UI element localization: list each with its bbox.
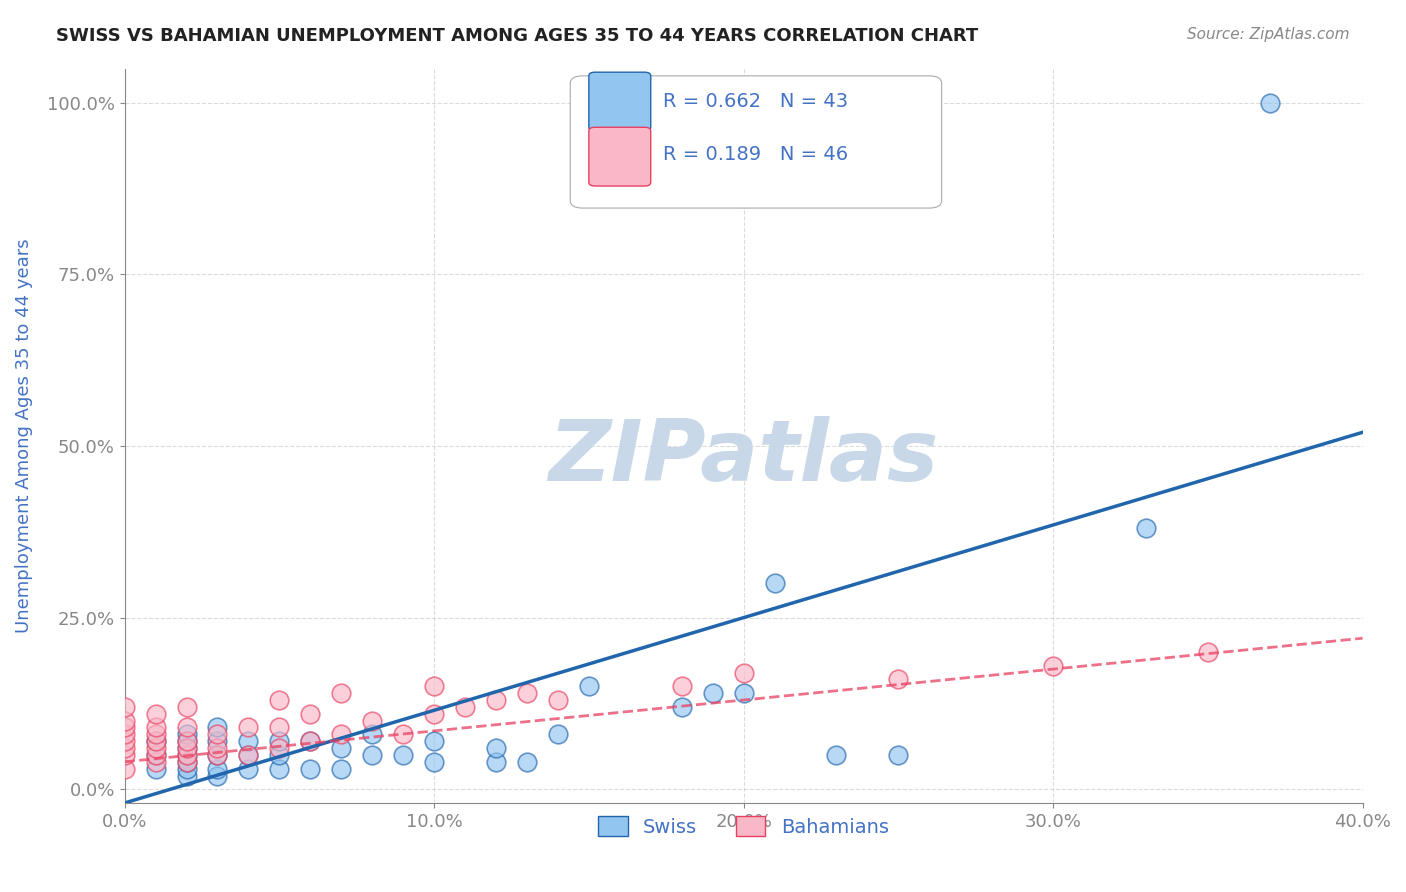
Point xyxy=(763,576,786,591)
Point xyxy=(454,699,477,714)
Point xyxy=(1258,95,1281,110)
Point xyxy=(176,727,198,741)
Point xyxy=(145,727,167,741)
Point xyxy=(145,747,167,762)
Point xyxy=(392,727,415,741)
Point xyxy=(423,755,446,769)
Point xyxy=(547,693,569,707)
Point xyxy=(207,734,229,748)
Point xyxy=(114,727,136,741)
Point xyxy=(485,755,508,769)
Text: SWISS VS BAHAMIAN UNEMPLOYMENT AMONG AGES 35 TO 44 YEARS CORRELATION CHART: SWISS VS BAHAMIAN UNEMPLOYMENT AMONG AGE… xyxy=(56,27,979,45)
Point xyxy=(330,762,353,776)
Point xyxy=(361,727,384,741)
Y-axis label: Unemployment Among Ages 35 to 44 years: Unemployment Among Ages 35 to 44 years xyxy=(15,238,32,633)
Point xyxy=(269,734,291,748)
Point xyxy=(176,755,198,769)
Point xyxy=(176,755,198,769)
Point xyxy=(176,768,198,782)
Point xyxy=(1042,658,1064,673)
Point xyxy=(114,762,136,776)
Point xyxy=(702,686,724,700)
Point xyxy=(207,727,229,741)
Point xyxy=(238,721,260,735)
Point xyxy=(207,768,229,782)
Point xyxy=(207,762,229,776)
Point xyxy=(238,762,260,776)
Point xyxy=(423,706,446,721)
Point xyxy=(145,734,167,748)
Point xyxy=(299,706,322,721)
Point xyxy=(145,734,167,748)
Text: R = 0.662   N = 43: R = 0.662 N = 43 xyxy=(664,92,848,112)
Point xyxy=(238,747,260,762)
Legend: Swiss, Bahamians: Swiss, Bahamians xyxy=(591,808,897,845)
Point xyxy=(207,741,229,756)
Point xyxy=(485,693,508,707)
Point xyxy=(145,762,167,776)
Point xyxy=(145,706,167,721)
Point xyxy=(269,747,291,762)
Point xyxy=(207,747,229,762)
FancyBboxPatch shape xyxy=(589,72,651,131)
Point xyxy=(299,762,322,776)
Point xyxy=(114,721,136,735)
Point xyxy=(145,755,167,769)
Point xyxy=(269,721,291,735)
Point xyxy=(1135,521,1157,535)
Point xyxy=(825,747,848,762)
Point xyxy=(361,747,384,762)
Text: ZIPatlas: ZIPatlas xyxy=(548,417,939,500)
Point xyxy=(423,734,446,748)
Point xyxy=(547,727,569,741)
Point xyxy=(114,734,136,748)
Point xyxy=(269,762,291,776)
Point xyxy=(423,679,446,693)
Text: R = 0.189   N = 46: R = 0.189 N = 46 xyxy=(664,145,848,164)
Point xyxy=(485,741,508,756)
Point xyxy=(269,693,291,707)
Point xyxy=(176,721,198,735)
Point xyxy=(361,714,384,728)
Point xyxy=(145,721,167,735)
Point xyxy=(176,734,198,748)
Point xyxy=(176,741,198,756)
Point xyxy=(176,699,198,714)
Point xyxy=(671,699,693,714)
Point xyxy=(392,747,415,762)
FancyBboxPatch shape xyxy=(589,128,651,186)
Point xyxy=(671,679,693,693)
Point xyxy=(114,699,136,714)
Point xyxy=(238,734,260,748)
Point xyxy=(733,686,755,700)
Point xyxy=(330,741,353,756)
Point xyxy=(269,741,291,756)
Point xyxy=(207,747,229,762)
FancyBboxPatch shape xyxy=(571,76,942,208)
Point xyxy=(887,747,910,762)
Point xyxy=(176,747,198,762)
Point xyxy=(887,673,910,687)
Point xyxy=(176,734,198,748)
Point xyxy=(299,734,322,748)
Point xyxy=(516,755,538,769)
Text: Source: ZipAtlas.com: Source: ZipAtlas.com xyxy=(1187,27,1350,42)
Point xyxy=(330,686,353,700)
Point xyxy=(578,679,600,693)
Point xyxy=(114,741,136,756)
Point xyxy=(1197,645,1219,659)
Point xyxy=(238,747,260,762)
Point xyxy=(176,741,198,756)
Point xyxy=(114,747,136,762)
Point xyxy=(516,686,538,700)
Point xyxy=(176,762,198,776)
Point xyxy=(299,734,322,748)
Point xyxy=(207,721,229,735)
Point xyxy=(145,741,167,756)
Point xyxy=(145,747,167,762)
Point xyxy=(176,747,198,762)
Point xyxy=(733,665,755,680)
Point xyxy=(330,727,353,741)
Point xyxy=(114,714,136,728)
